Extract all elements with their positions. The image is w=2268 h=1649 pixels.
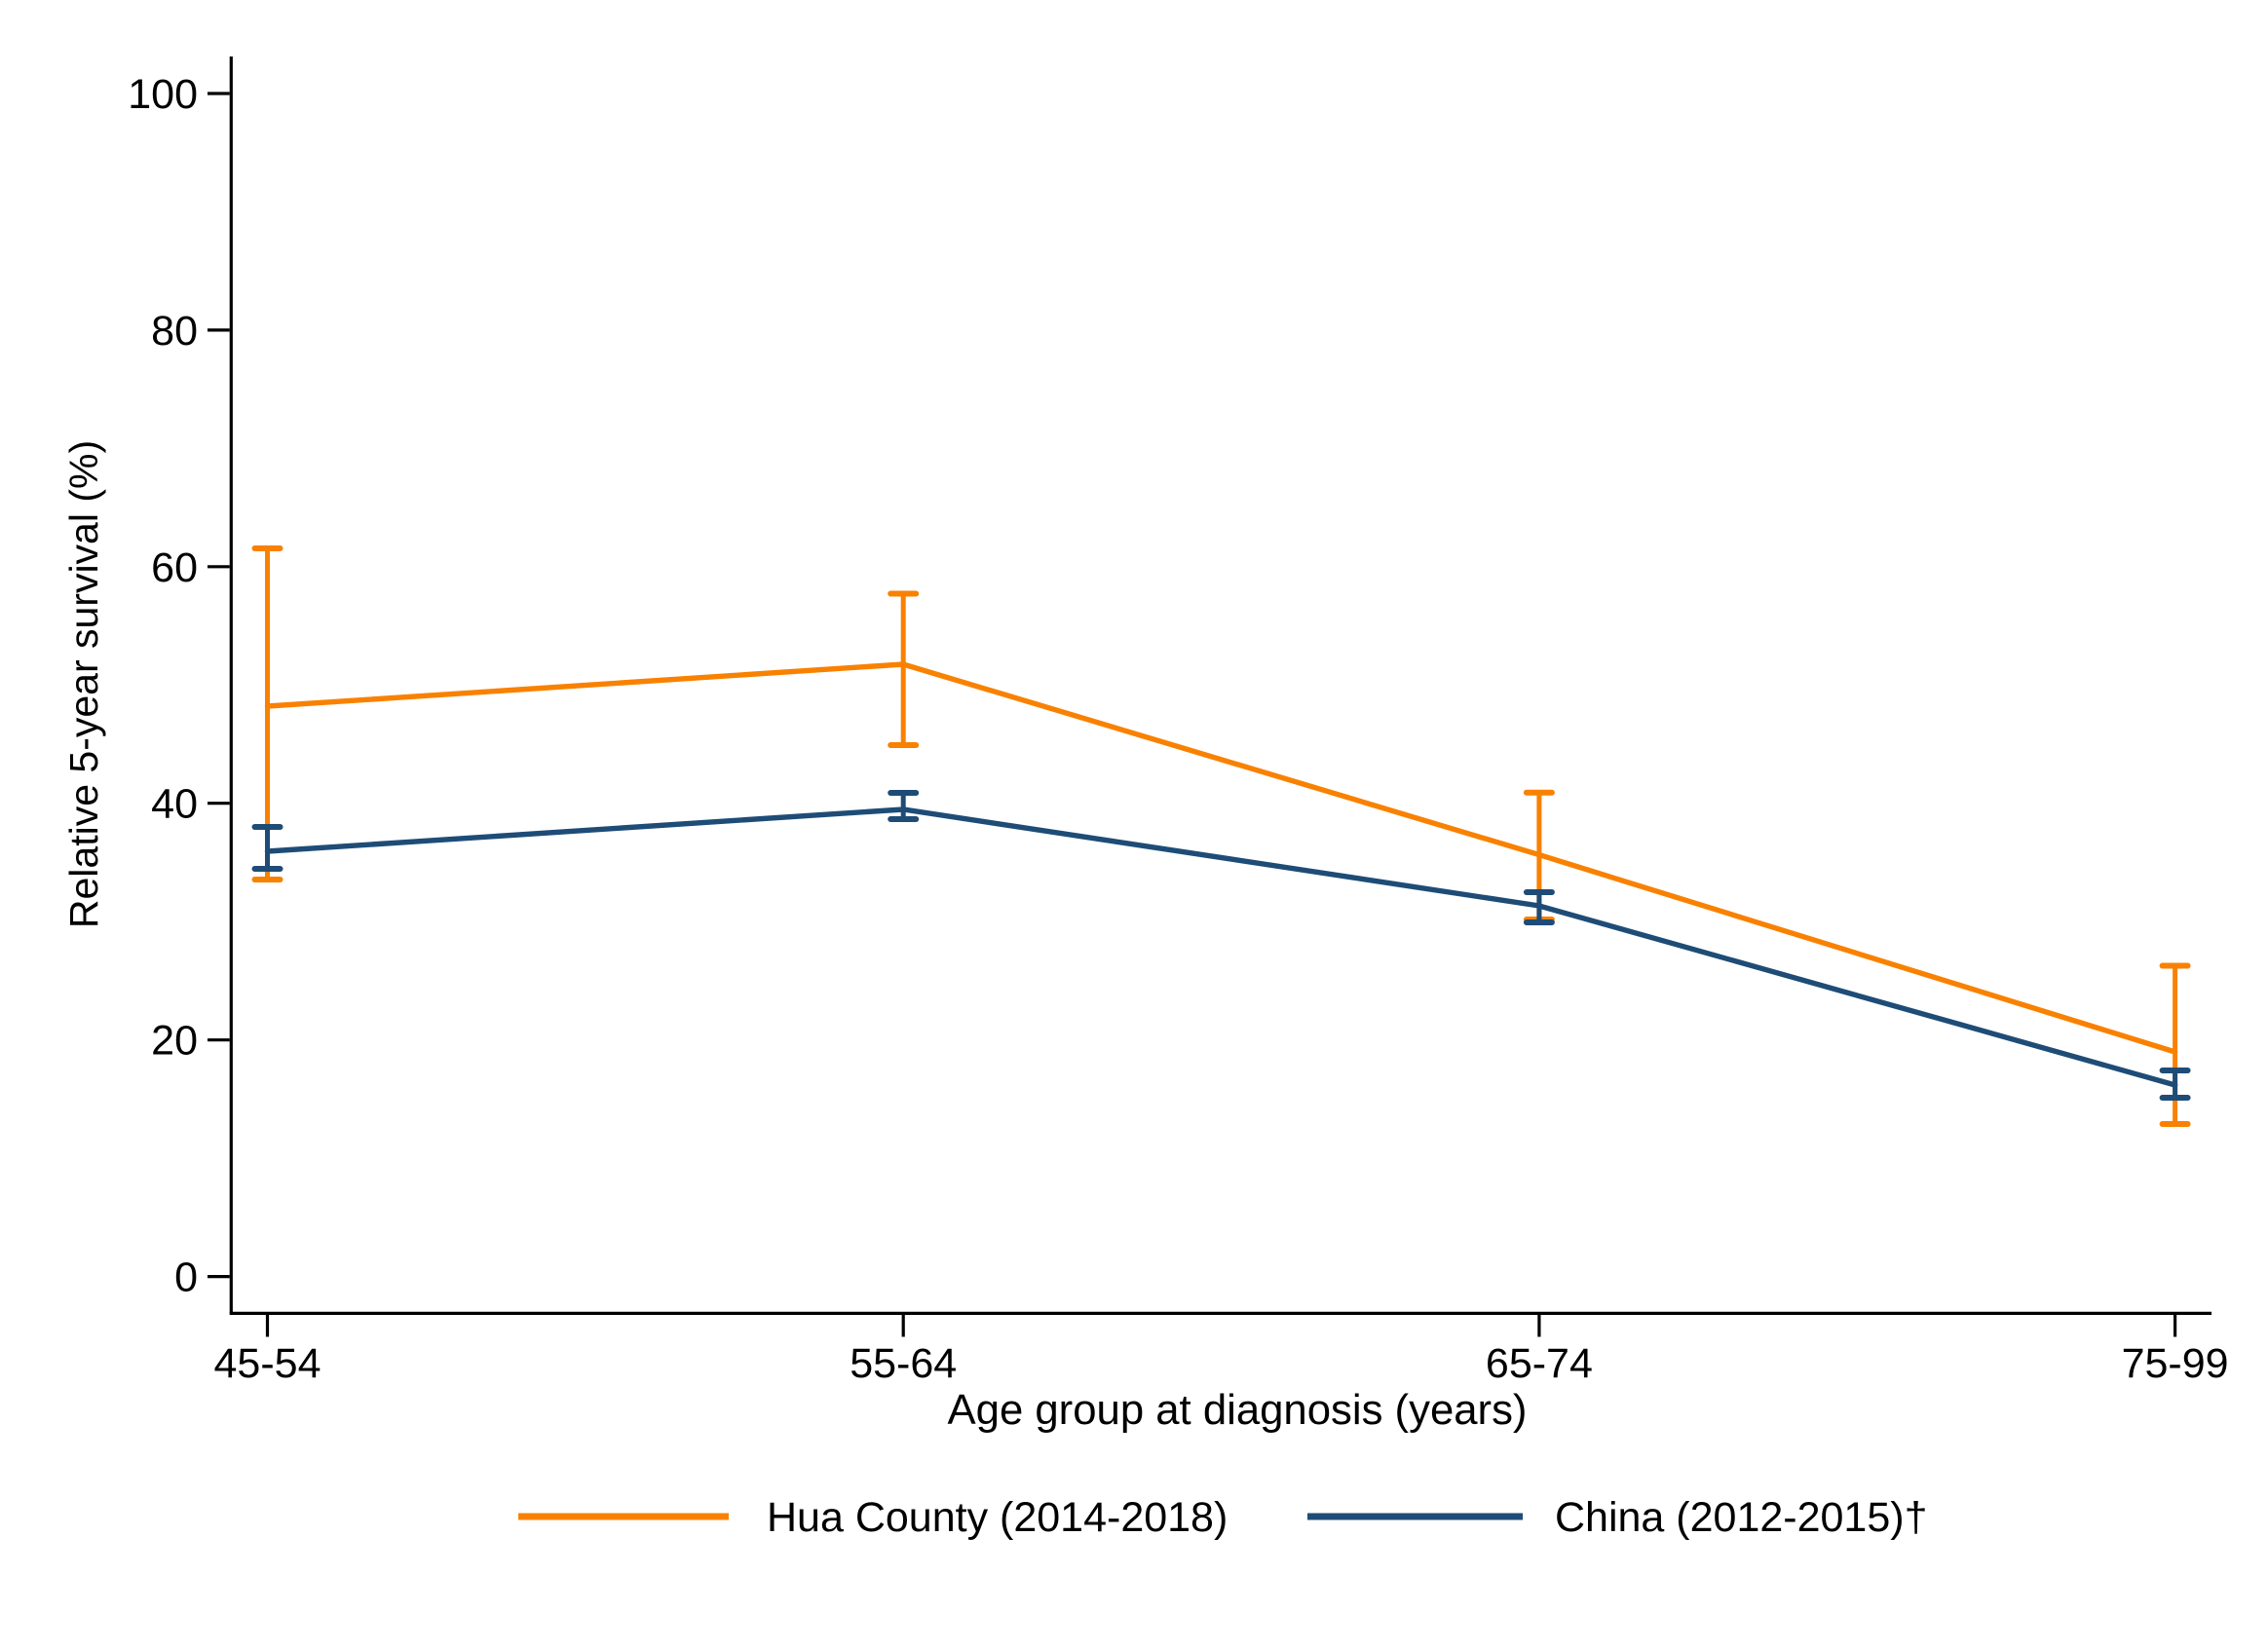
svg-text:0: 0 <box>174 1255 198 1301</box>
svg-text:Hua County (2014-2018): Hua County (2014-2018) <box>767 1494 1228 1541</box>
svg-text:80: 80 <box>151 308 198 355</box>
svg-text:Age group at diagnosis (years): Age group at diagnosis (years) <box>948 1386 1528 1434</box>
svg-text:55-64: 55-64 <box>850 1340 957 1387</box>
svg-text:20: 20 <box>151 1018 198 1065</box>
svg-text:75-99: 75-99 <box>2122 1340 2229 1387</box>
svg-text:65-74: 65-74 <box>1486 1340 1593 1387</box>
svg-text:China (2012-2015)†: China (2012-2015)† <box>1555 1494 1928 1541</box>
svg-text:40: 40 <box>151 781 198 828</box>
svg-text:60: 60 <box>151 544 198 591</box>
svg-text:Relative 5-year survival (%): Relative 5-year survival (%) <box>61 440 106 928</box>
svg-text:45-54: 45-54 <box>214 1340 321 1387</box>
svg-text:100: 100 <box>128 71 198 118</box>
